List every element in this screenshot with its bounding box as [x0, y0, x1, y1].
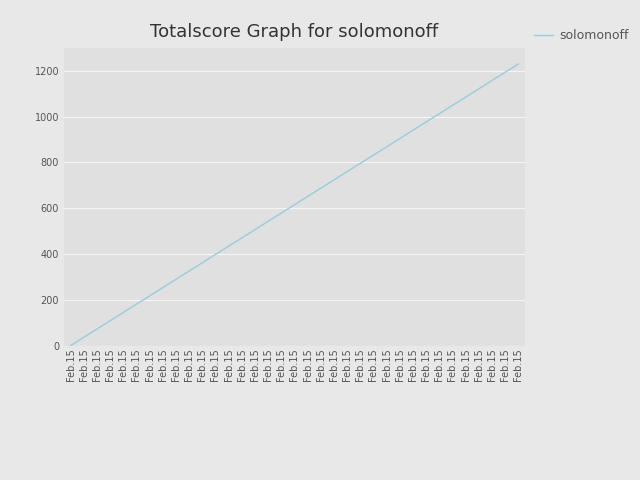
solomonoff: [515, 61, 522, 67]
solomonoff: [146, 293, 154, 299]
solomonoff: [120, 310, 127, 315]
solomonoff: [383, 144, 390, 150]
solomonoff: [264, 218, 272, 224]
solomonoff: [80, 335, 88, 340]
Line: solomonoff: solomonoff: [70, 64, 518, 346]
solomonoff: [225, 243, 232, 249]
solomonoff: [435, 111, 443, 117]
solomonoff: [356, 160, 364, 166]
solomonoff: [501, 70, 509, 75]
solomonoff: [461, 94, 469, 100]
solomonoff: [67, 343, 74, 348]
solomonoff: [93, 326, 100, 332]
solomonoff: [132, 301, 140, 307]
solomonoff: [172, 276, 180, 282]
solomonoff: [106, 318, 114, 324]
solomonoff: [212, 252, 220, 257]
Legend: solomonoff: solomonoff: [529, 24, 634, 47]
solomonoff: [251, 227, 259, 232]
solomonoff: [277, 210, 285, 216]
solomonoff: [449, 103, 456, 108]
solomonoff: [159, 285, 166, 290]
solomonoff: [304, 193, 312, 199]
solomonoff: [488, 78, 496, 84]
solomonoff: [198, 260, 206, 265]
solomonoff: [343, 169, 351, 175]
solomonoff: [422, 119, 430, 125]
solomonoff: [396, 136, 404, 142]
solomonoff: [475, 86, 483, 92]
solomonoff: [238, 235, 246, 241]
solomonoff: [369, 152, 377, 158]
solomonoff: [409, 127, 417, 133]
Title: Totalscore Graph for solomonoff: Totalscore Graph for solomonoff: [150, 23, 438, 41]
solomonoff: [185, 268, 193, 274]
solomonoff: [291, 202, 298, 208]
solomonoff: [317, 185, 324, 191]
solomonoff: [330, 177, 338, 183]
